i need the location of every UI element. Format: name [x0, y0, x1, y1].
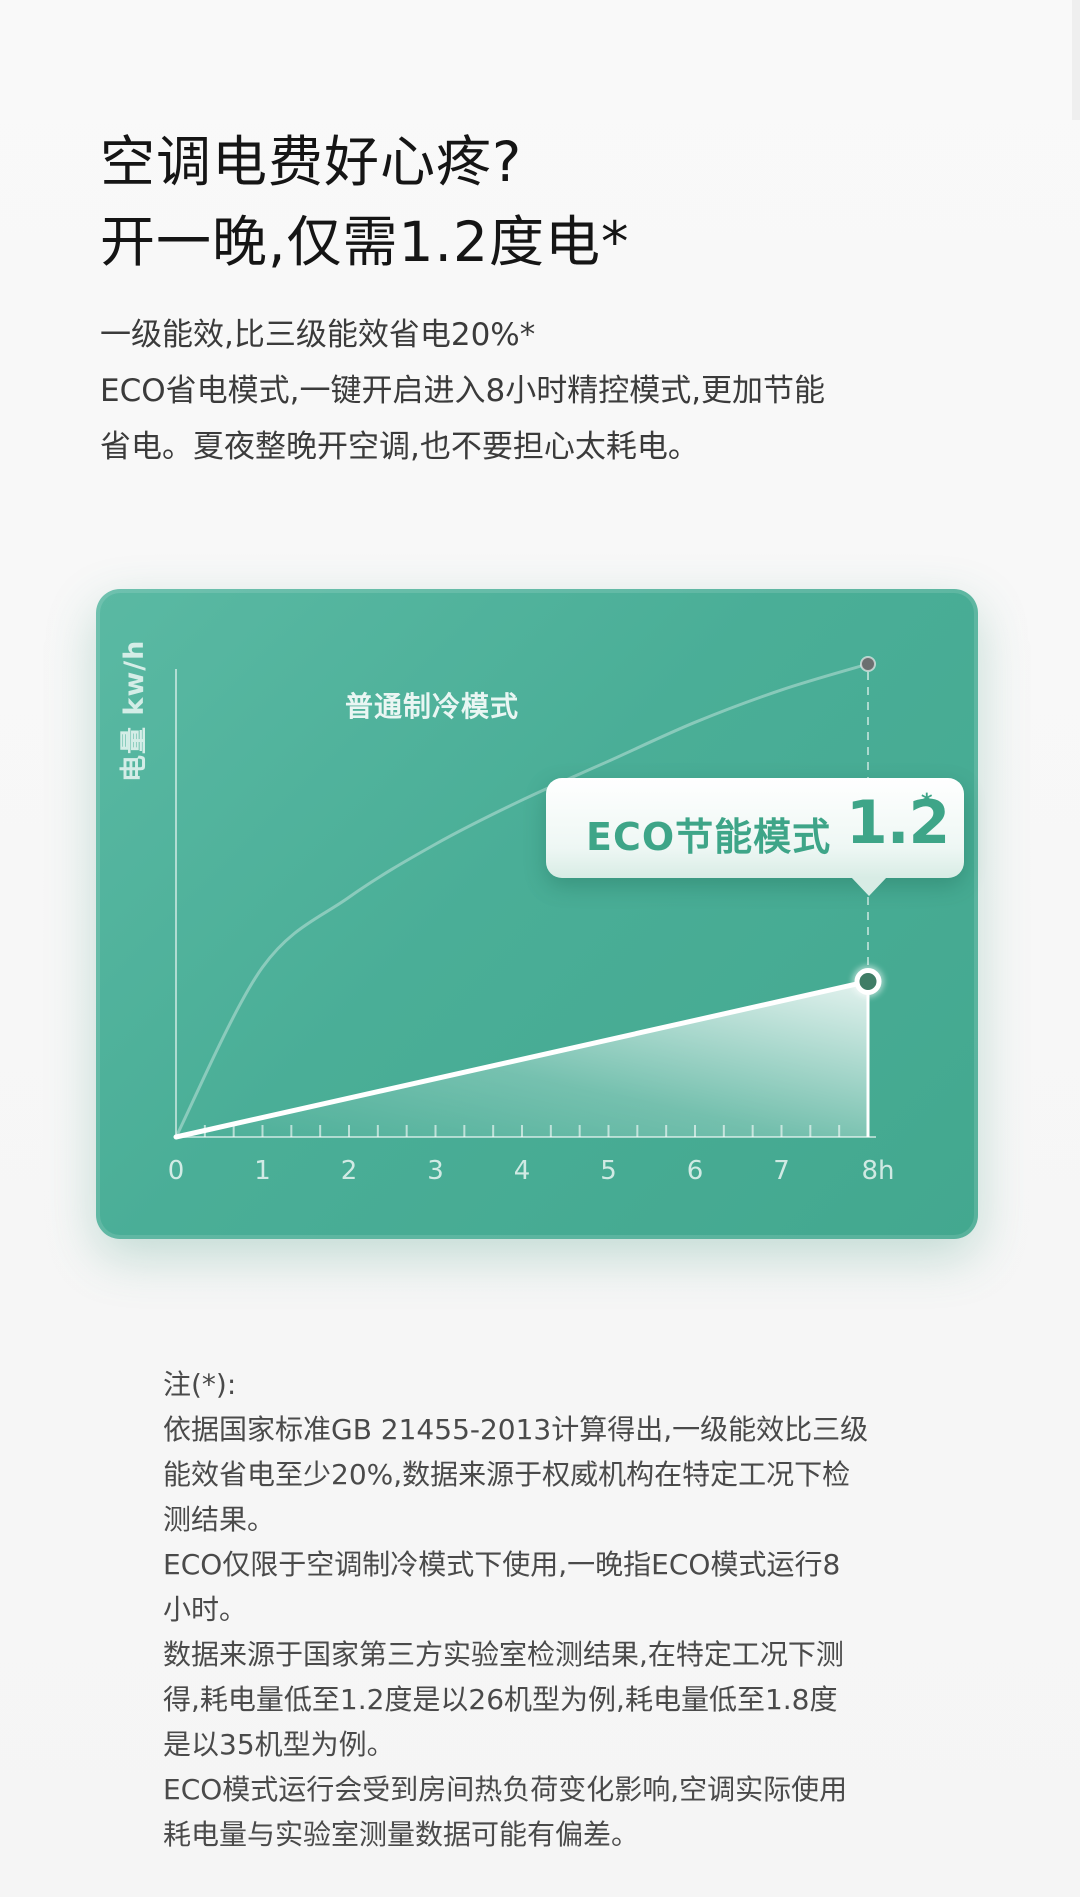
x-axis-tick-label: 8h — [861, 1156, 895, 1186]
x-axis-tick-label: 1 — [254, 1156, 271, 1186]
intro-line-1: 一级能效,比三级能效省电20%* — [100, 317, 536, 353]
eco-series-value: 1.2 — [846, 788, 950, 858]
headline-line-2: 开一晚,仅需1.2度电* — [100, 210, 630, 274]
energy-chart — [173, 656, 884, 1140]
y-axis-label: 电量 kw/h — [119, 639, 150, 782]
normal-series-line — [174, 662, 869, 1138]
x-axis-tick-label: 5 — [600, 1156, 617, 1186]
intro-line-2: ECO省电模式,一键开启进入8小时精控模式,更加节能 — [100, 373, 826, 409]
footnote-line: 得,耗电量低至1.2度是以26机型为例,耗电量低至1.8度 — [163, 1683, 838, 1716]
footnote-line: ECO仅限于空调制冷模式下使用,一晚指ECO模式运行8 — [163, 1548, 841, 1581]
footnote-line: ECO模式运行会受到房间热负荷变化影响,空调实际使用 — [163, 1773, 848, 1806]
eco-series-end-point — [854, 967, 882, 995]
x-axis-tick-label: 6 — [686, 1156, 704, 1186]
footnotes: 注(*): 依据国家标准GB 21455-2013计算得出,一级能效比三级 能效… — [163, 1362, 963, 1857]
eco-series-line — [173, 978, 871, 1140]
page-edge-strip — [1072, 0, 1080, 120]
x-axis-tick-label: 4 — [513, 1156, 531, 1186]
footnote-line: 测结果。 — [163, 1503, 276, 1536]
x-axis-tick-label: 0 — [167, 1156, 185, 1186]
normal-series-label: 普通制冷模式 — [345, 690, 520, 723]
energy-chart-card — [96, 589, 978, 1239]
intro-text: 一级能效,比三级能效省电20%* ECO省电模式,一键开启进入8小时精控模式,更… — [100, 307, 1000, 475]
footnote-line: 耗电量与实验室测量数据可能有偏差。 — [163, 1818, 640, 1851]
footnote-line: 是以35机型为例。 — [163, 1728, 395, 1761]
eco-series-footnote-marker: * — [921, 790, 933, 815]
footnote-line: 能效省电至少20%,数据来源于权威机构在特定工况下检 — [163, 1458, 851, 1491]
footnote-line: 数据来源于国家第三方实验室检测结果,在特定工况下测 — [163, 1638, 844, 1671]
eco-mode-badge: ECO节能模式 1.2 * — [546, 778, 964, 896]
normal-series-end-point — [860, 656, 876, 672]
headline: 空调电费好心疼? 开一晚,仅需1.2度电* — [100, 122, 980, 282]
footnote-line: 小时。 — [163, 1593, 248, 1626]
eco-series-label: ECO节能模式 — [586, 815, 832, 859]
x-axis-tick-label: 3 — [427, 1156, 444, 1186]
x-axis-tick-label: 7 — [773, 1156, 790, 1186]
intro-line-3: 省电。夏夜整晚开空调,也不要担心太耗电。 — [100, 429, 699, 465]
x-axis-tick-label: 2 — [340, 1156, 358, 1186]
footnote-line: 依据国家标准GB 21455-2013计算得出,一级能效比三级 — [163, 1413, 869, 1446]
headline-line-1: 空调电费好心疼? — [100, 130, 523, 194]
footnotes-title: 注(*): — [163, 1368, 237, 1401]
